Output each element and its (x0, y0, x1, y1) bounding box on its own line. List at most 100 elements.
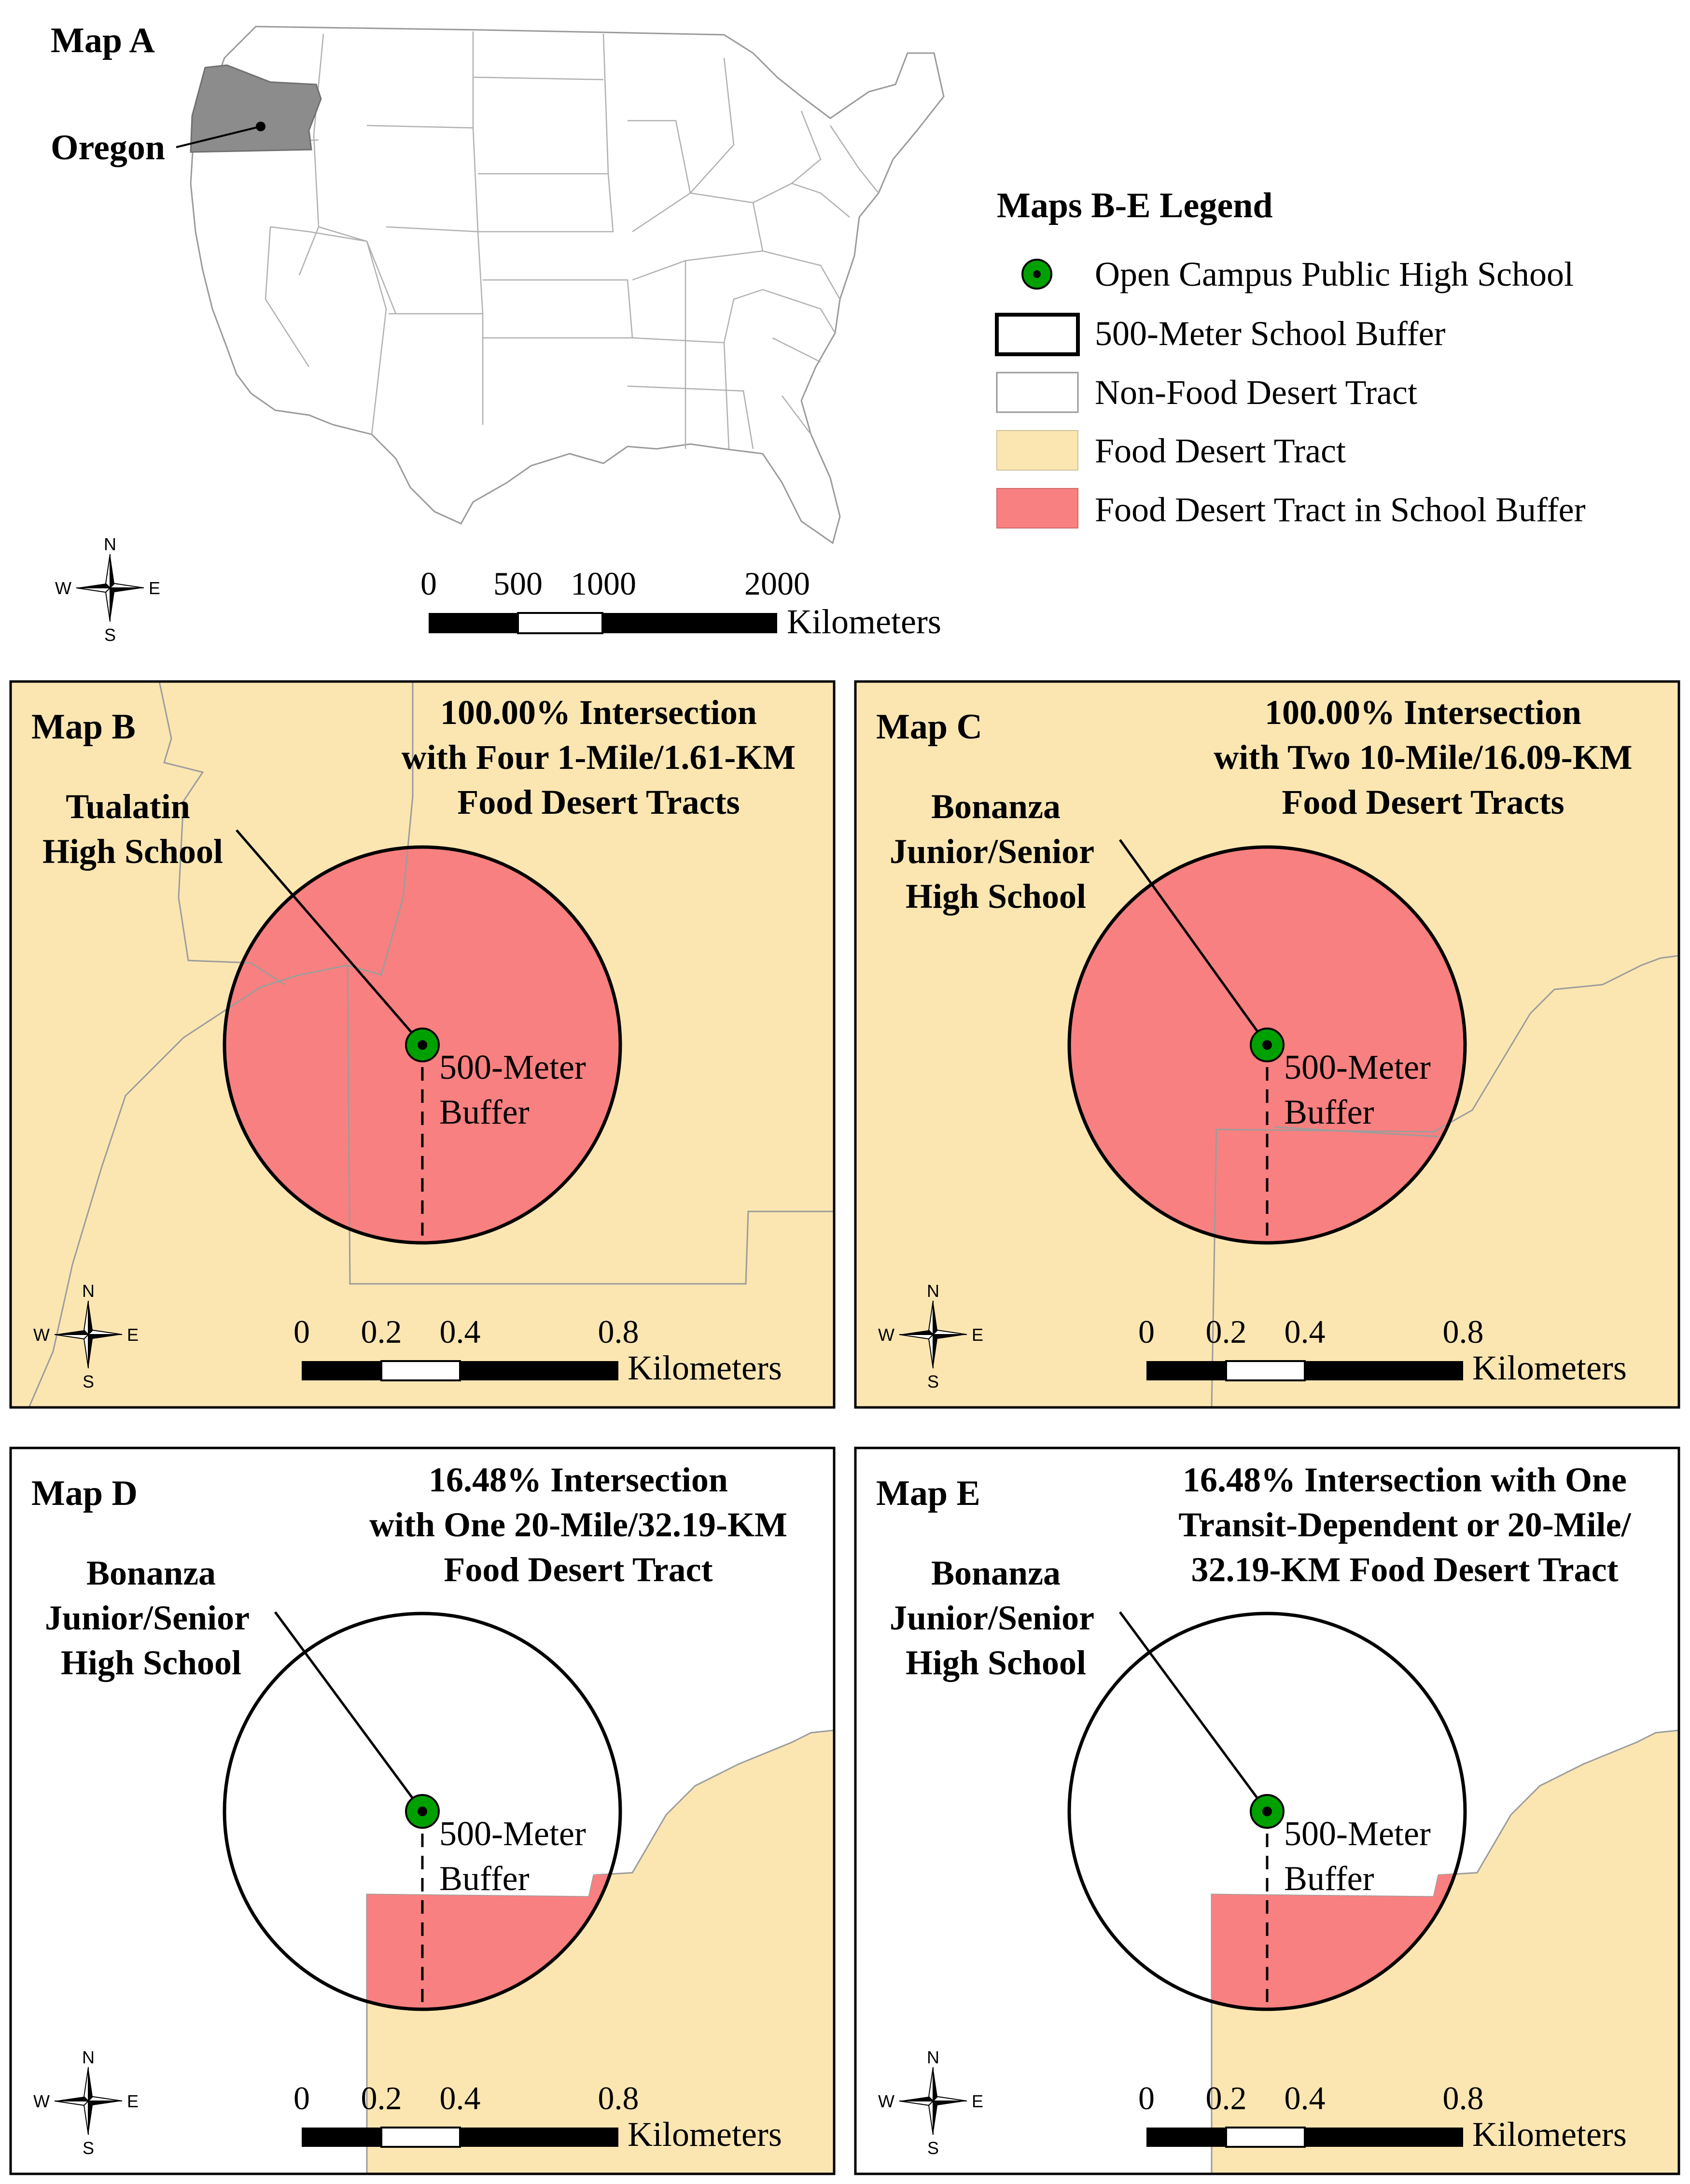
map-b-heading-line-1: 100.00% Intersection (440, 693, 757, 732)
map-d-scale-tick-2: 0.4 (440, 2080, 481, 2116)
map-d-compass-n: N (82, 2047, 95, 2067)
map-e-compass-s: S (927, 2138, 939, 2158)
map-e-school-line-3: High School (906, 1643, 1086, 1682)
map-c-school-center (1262, 1040, 1272, 1050)
map-d-panel: Map D 16.48% Intersection with One 20-Mi… (9, 1447, 836, 2175)
map-b-compass-s: S (83, 1372, 94, 1391)
map-b-scale-tick-0: 0 (293, 1313, 310, 1350)
map-e-heading-line-3: 32.19-KM Food Desert Tract (1191, 1550, 1618, 1589)
map-a-compass: N S E W (55, 534, 160, 645)
map-d-heading-line-2: with One 20-Mile/32.19-KM (369, 1505, 787, 1544)
map-e-school-line-2: Junior/Senior (890, 1599, 1094, 1637)
map-c-tract-lines (1211, 955, 1679, 1407)
map-b-scale-tick-1: 0.2 (361, 1313, 402, 1350)
map-b-compass-e: E (127, 1325, 139, 1345)
map-c-buffer-line-1: 500-Meter (1284, 1048, 1431, 1086)
map-c-compass-s: S (927, 1372, 939, 1391)
map-e-scale-tick-2: 0.4 (1285, 2080, 1326, 2116)
map-d-school-line-1: Bonanza (86, 1554, 216, 1592)
map-d-school-line-2: Junior/Senior (45, 1599, 250, 1637)
map-a: Map A (51, 21, 945, 645)
map-d-buffer-line-2: Buffer (439, 1859, 530, 1898)
map-b-school-line-1: Tualatin (66, 787, 190, 826)
map-b-school-line-2: High School (42, 832, 223, 871)
map-b-heading-line-3: Food Desert Tracts (457, 783, 740, 821)
map-e-compass-w: W (878, 2091, 894, 2111)
map-e-heading: 16.48% Intersection with One Transit-Dep… (1178, 1461, 1631, 1589)
oregon-leader-line (176, 125, 261, 148)
legend-label-food-desert: Food Desert Tract (1095, 431, 1346, 470)
map-b-buffer-line-2: Buffer (439, 1093, 530, 1131)
map-e-scale-tick-0: 0 (1138, 2080, 1155, 2116)
map-d-school-leader (274, 1611, 424, 1812)
map-b-tract-lines (28, 682, 834, 1407)
map-c-buffer-circle (1067, 845, 1467, 1245)
map-d-school-center (418, 1807, 427, 1816)
map-c-school-line-3: High School (906, 877, 1086, 916)
map-d-school-label: Bonanza Junior/Senior High School (45, 1554, 250, 1682)
map-c-scale-tick-2: 0.4 (1285, 1313, 1326, 1350)
map-d-compass-w: W (33, 2091, 50, 2111)
compass-e: E (149, 578, 160, 598)
map-b-compass: N S E W (33, 1281, 139, 1391)
map-b-buffer-label: 500-Meter Buffer (439, 1048, 586, 1131)
scale-a-tick-0: 0 (420, 565, 437, 602)
map-e-compass: N S E W (878, 2047, 983, 2158)
map-d-buffer-label: 500-Meter Buffer (439, 1814, 586, 1898)
map-e-school-leader (1118, 1611, 1269, 1812)
map-e-buffer-label: 500-Meter Buffer (1284, 1814, 1431, 1898)
map-e-panel: Map E 16.48% Intersection with One Trans… (854, 1447, 1680, 2175)
oregon-state (190, 64, 322, 153)
legend-item-buffer: 500-Meter School Buffer (995, 313, 1446, 356)
oregon-point (256, 122, 265, 131)
scale-a-tick-3: 2000 (744, 565, 810, 602)
map-d-scale-tick-0: 0 (293, 2080, 310, 2116)
map-b-scale-tick-2: 0.4 (440, 1313, 481, 1350)
map-d-scale-unit: Kilometers (628, 2115, 782, 2154)
map-e-scale-bar: 0 0.2 0.4 0.8 Kilometers (1138, 2080, 1627, 2154)
map-e-scale-tick-3: 0.8 (1443, 2080, 1484, 2116)
map-d-heading-line-3: Food Desert Tract (444, 1550, 712, 1589)
map-c-title: Map C (876, 707, 982, 747)
map-c-school-label: Bonanza Junior/Senior High School (890, 787, 1094, 916)
map-c-compass: N S E W (878, 1281, 983, 1391)
map-d-scale-tick-3: 0.8 (598, 2080, 639, 2116)
legend: Maps B-E Legend Open Campus Public High … (995, 186, 1586, 529)
map-c-compass-n: N (927, 1281, 939, 1301)
map-d-buffer-line-1: 500-Meter (439, 1814, 586, 1853)
map-e-school-label: Bonanza Junior/Senior High School (890, 1554, 1094, 1682)
map-a-title: Map A (51, 21, 155, 60)
map-c-heading-line-2: with Two 10-Mile/16.09-KM (1214, 738, 1632, 777)
map-e-frame (854, 1447, 1680, 2175)
compass-n: N (104, 534, 116, 554)
map-d-scale-bar: 0 0.2 0.4 0.8 Kilometers (293, 2080, 782, 2154)
map-c-frame (854, 680, 1680, 1409)
legend-label-non-food-desert: Non-Food Desert Tract (1095, 373, 1417, 412)
map-b-scale-bar: 0 0.2 0.4 0.8 Kilometers (293, 1313, 782, 1387)
map-c-scale-tick-1: 0.2 (1206, 1313, 1247, 1350)
legend-item-non-food-desert: Non-Food Desert Tract (996, 372, 1417, 413)
map-b-compass-w: W (33, 1325, 50, 1345)
map-e-buffer-line-1: 500-Meter (1284, 1814, 1431, 1853)
map-d-heading: 16.48% Intersection with One 20-Mile/32.… (369, 1461, 787, 1589)
map-c-heading-line-3: Food Desert Tracts (1282, 783, 1564, 821)
us-outline (190, 26, 945, 544)
legend-item-food-desert: Food Desert Tract (996, 430, 1346, 471)
map-c-school-line-1: Bonanza (931, 787, 1061, 826)
compass-w: W (55, 578, 71, 598)
legend-item-school: Open Campus Public High School (1021, 255, 1574, 293)
map-c-scale-unit: Kilometers (1472, 1349, 1627, 1387)
map-c-heading: 100.00% Intersection with Two 10-Mile/16… (1214, 693, 1632, 821)
map-b-compass-n: N (82, 1281, 95, 1301)
legend-item-food-desert-in-buffer: Food Desert Tract in School Buffer (996, 488, 1586, 529)
legend-label-school: Open Campus Public High School (1095, 255, 1574, 293)
map-b-heading-line-2: with Four 1-Mile/1.61-KM (402, 738, 796, 777)
map-e-heading-line-2: Transit-Dependent or 20-Mile/ (1178, 1505, 1631, 1544)
map-e-buffer-line-2: Buffer (1284, 1859, 1374, 1898)
map-b-title: Map B (31, 707, 136, 747)
legend-title: Maps B-E Legend (997, 186, 1273, 225)
state-boundaries (202, 31, 879, 449)
map-b-scale-unit: Kilometers (628, 1349, 782, 1387)
map-b-frame (9, 680, 836, 1409)
